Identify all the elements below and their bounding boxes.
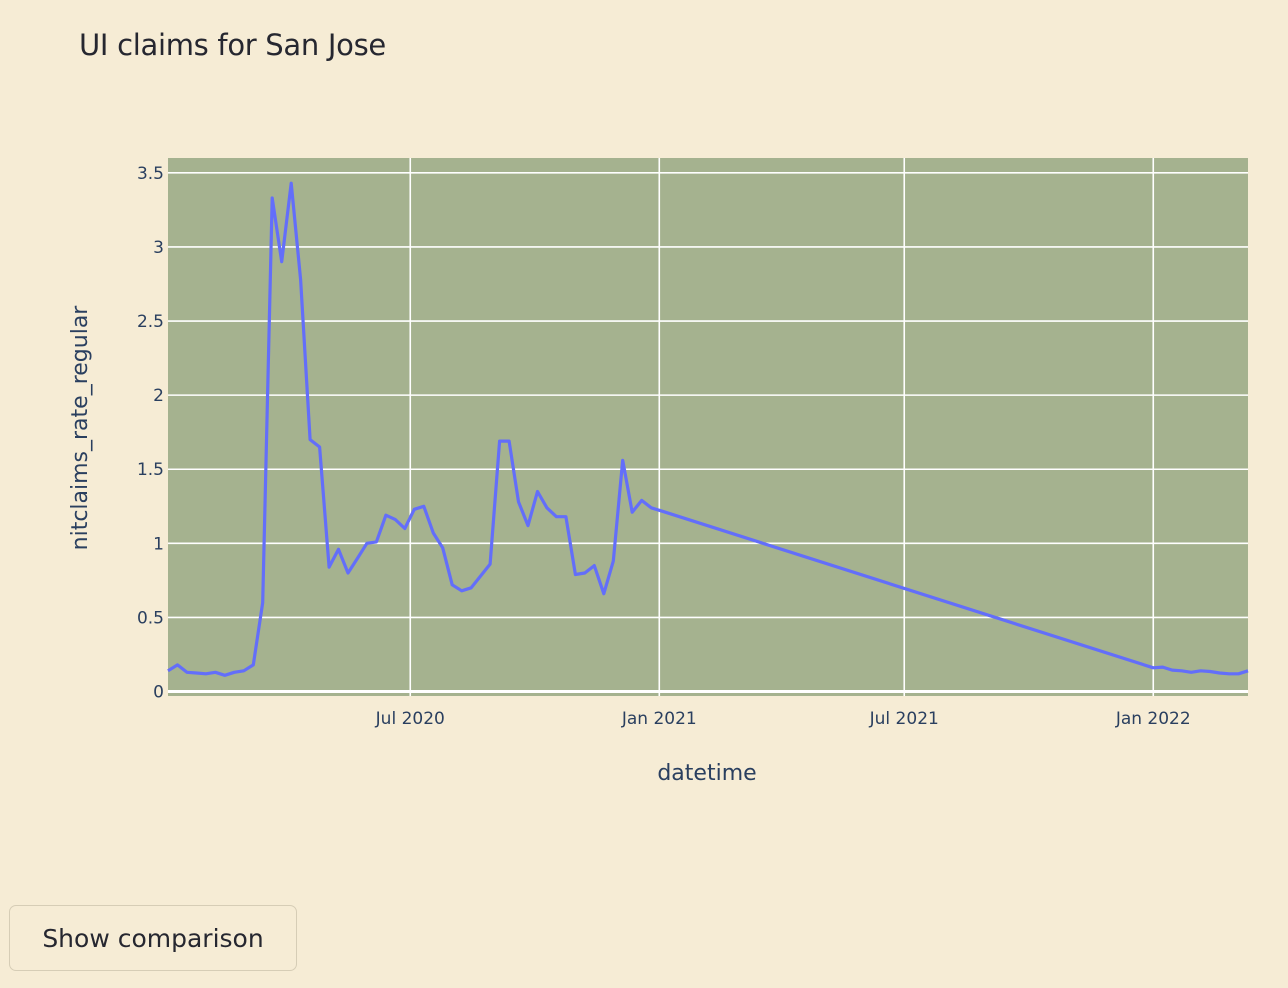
x-tick-label: Jan 2022 (1115, 709, 1191, 729)
x-gridlines (409, 158, 1155, 696)
show-comparison-button[interactable]: Show comparison (9, 905, 297, 971)
y-tick-label: 1.5 (137, 460, 164, 480)
x-tick-labels: Jul 2020 Jan 2021 Jul 2021 Jan 2022 (375, 709, 1191, 729)
x-axis-title: datetime (657, 761, 756, 786)
y-gridlines (168, 172, 1248, 694)
y-tick-label: 2.5 (137, 312, 164, 332)
y-tick-label: 2 (153, 386, 164, 406)
y-axis-title: nitclaims_rate_regular (68, 305, 93, 551)
y-tick-label: 3.5 (137, 164, 164, 184)
y-tick-label: 1 (153, 534, 164, 554)
x-tick-label: Jan 2021 (621, 709, 697, 729)
chart: 00.511.522.533.5 Jul 2020 Jan 2021 Jul 202… (68, 158, 1249, 786)
y-tick-labels: 0 0.5 1 1.5 2 2.5 3 3.5 (137, 164, 164, 703)
y-tick-label: 0.5 (137, 608, 164, 628)
plot-area[interactable] (168, 158, 1248, 696)
x-tick-label: Jul 2020 (375, 709, 445, 729)
page-title: UI claims for San Jose (79, 28, 386, 62)
x-tick-label: Jul 2021 (869, 709, 939, 729)
series-line[interactable] (167, 181, 1249, 677)
y-tick-label: 0 (153, 683, 164, 703)
y-tick-label: 3 (153, 238, 164, 258)
